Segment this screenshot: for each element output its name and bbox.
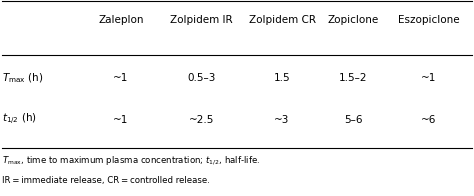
Text: Zolpidem IR: Zolpidem IR [170,15,233,25]
Text: ~1: ~1 [113,114,128,125]
Text: ~2.5: ~2.5 [189,114,214,125]
Text: ~1: ~1 [421,73,437,83]
Text: Zaleplon: Zaleplon [98,15,144,25]
Text: $t_{1/2}$ (h): $t_{1/2}$ (h) [2,112,37,127]
Text: $T_{\mathrm{max}}$, time to maximum plasma concentration; $t_{1/2}$, half-life.: $T_{\mathrm{max}}$, time to maximum plas… [2,154,261,167]
Text: Zolpidem CR: Zolpidem CR [248,15,316,25]
Text: ~3: ~3 [274,114,290,125]
Text: ~1: ~1 [113,73,128,83]
Text: 1.5: 1.5 [273,73,291,83]
Text: Zopiclone: Zopiclone [328,15,379,25]
Text: Eszopiclone: Eszopiclone [398,15,460,25]
Text: ~6: ~6 [421,114,437,125]
Text: $T_{\mathrm{max}}$ (h): $T_{\mathrm{max}}$ (h) [2,72,44,85]
Text: 0.5–3: 0.5–3 [187,73,216,83]
Text: 1.5–2: 1.5–2 [339,73,367,83]
Text: IR = immediate release, CR = controlled release.: IR = immediate release, CR = controlled … [2,176,210,185]
Text: 5–6: 5–6 [344,114,363,125]
